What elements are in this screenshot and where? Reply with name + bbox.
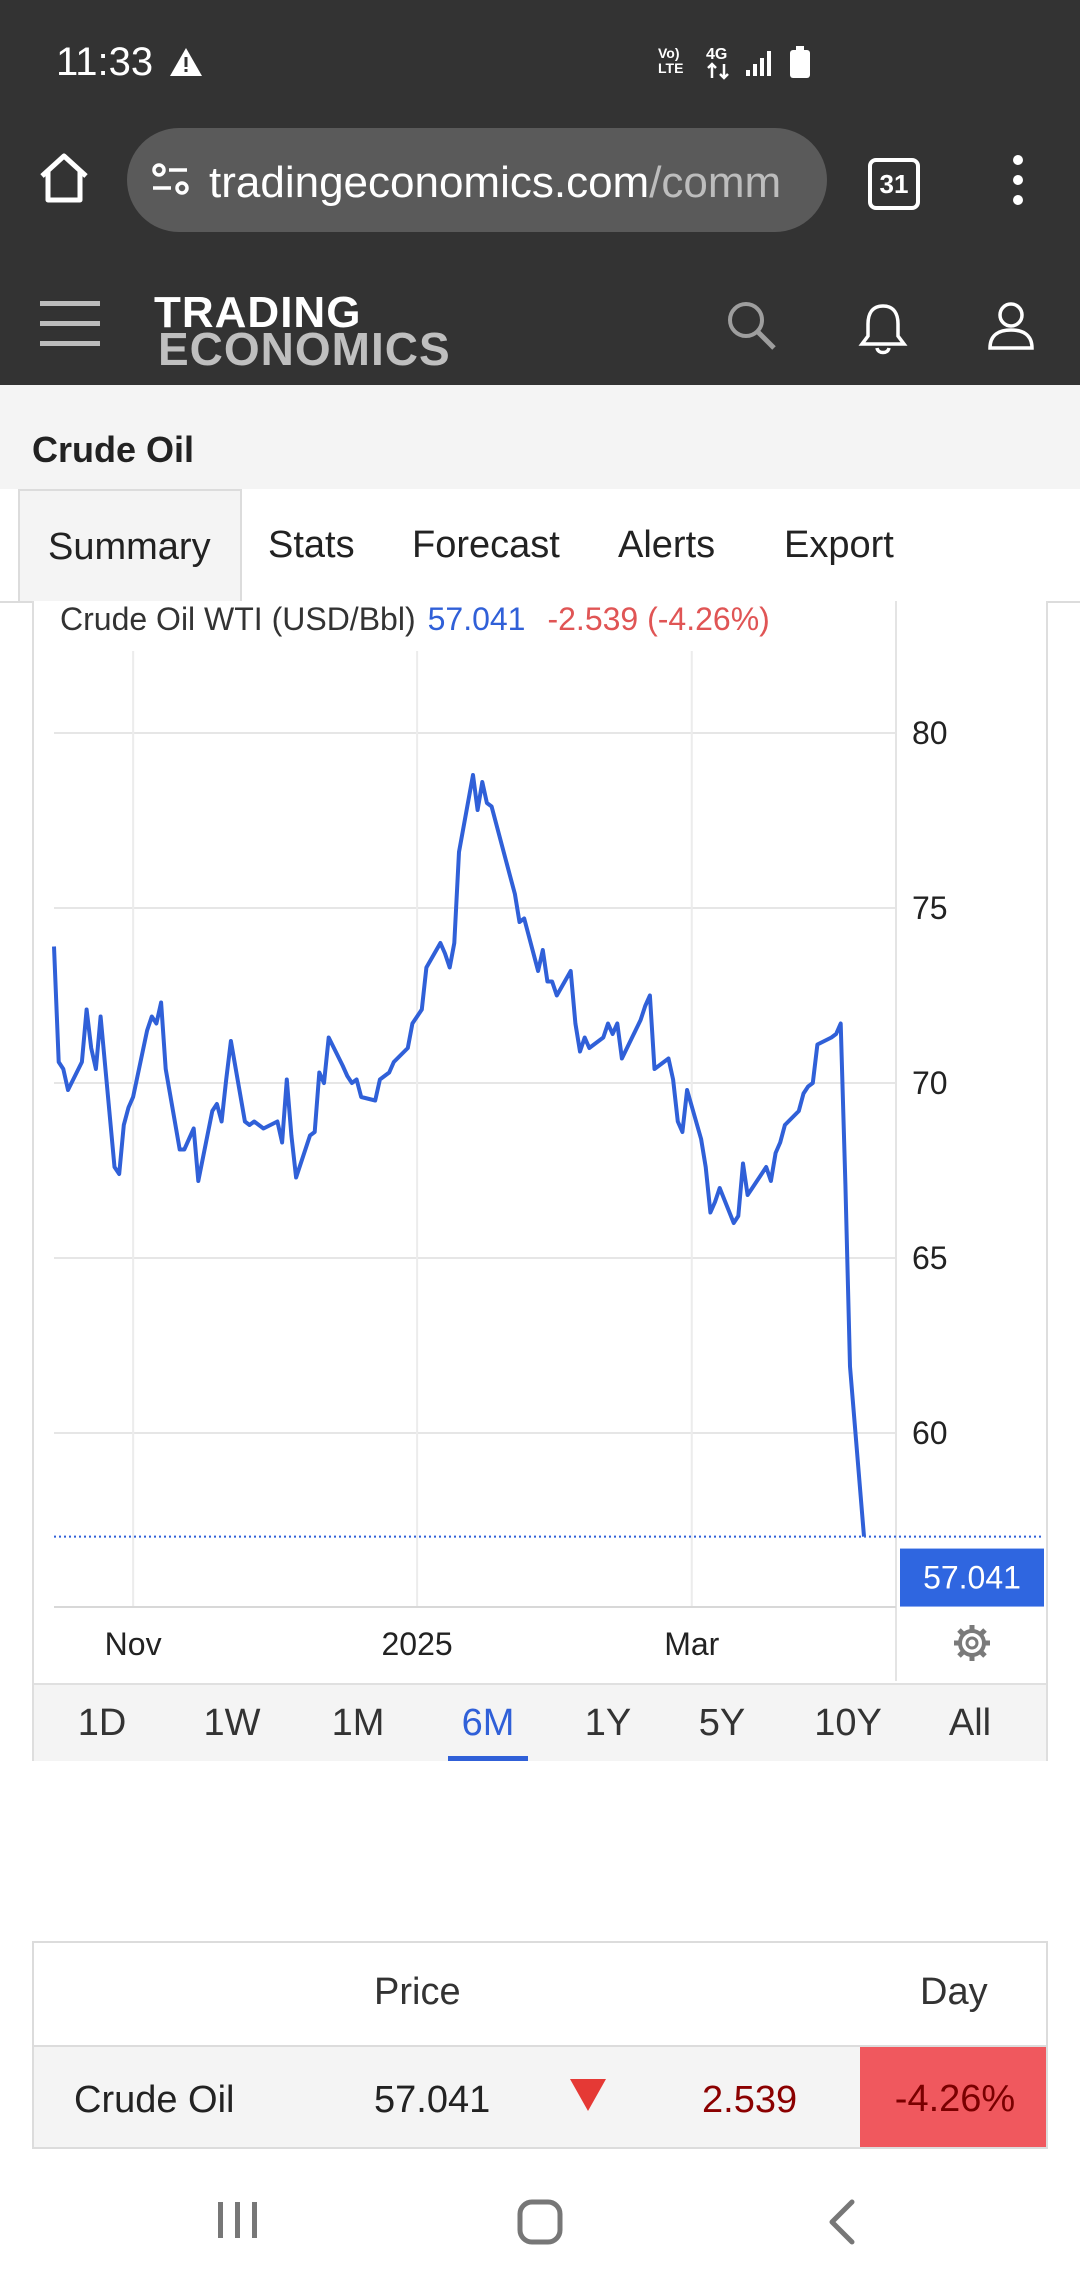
range-all[interactable]: All: [948, 1702, 992, 1744]
legend-change: -2.539 (-4.26%): [547, 601, 770, 637]
series-line[interactable]: [52, 773, 866, 1537]
url-text[interactable]: tradingeconomics.com/comm: [209, 158, 809, 208]
logo-line-1[interactable]: TRADING: [154, 288, 362, 337]
time-range-selector: 1D 1W 1M 6M 1Y 5Y 10Y All: [34, 1683, 1046, 1761]
range-1w[interactable]: 1W: [203, 1702, 261, 1744]
y-tick-label: 70: [912, 1065, 948, 1101]
tab-forecast[interactable]: Forecast: [412, 524, 560, 566]
site-header: [0, 260, 1080, 385]
battery-icon: [790, 46, 810, 78]
range-6m[interactable]: 6M: [440, 1685, 536, 1761]
x-tick-label: 2025: [382, 1626, 453, 1662]
tab-switcher-button[interactable]: 31: [868, 158, 920, 210]
recents-icon[interactable]: [212, 2200, 264, 2240]
y-axis-ticks: 60 65 70 75 80: [912, 715, 948, 1451]
x-tick-label: Mar: [664, 1626, 719, 1662]
down-arrow-icon: [570, 2079, 606, 2111]
tab-summary[interactable]: Summary: [18, 489, 242, 601]
row-day-percent: -4.26%: [860, 2047, 1046, 2147]
range-10y[interactable]: 10Y: [814, 1702, 882, 1744]
status-bar: 11:33 Vo) LTE 4G: [0, 0, 1080, 128]
system-nav-bar: [0, 2160, 1080, 2280]
x-axis-ticks: Nov 2025 Mar: [105, 1626, 720, 1662]
volte-icon: Vo) LTE: [658, 45, 684, 76]
url-path: /comm: [649, 158, 782, 207]
series-layer: [52, 773, 866, 1537]
last-price-label: 57.041: [923, 1560, 1021, 1596]
page-title-bar: Crude Oil: [0, 385, 1080, 491]
series-name: Crude Oil WTI (USD/Bbl): [60, 601, 416, 637]
warning-icon: [170, 48, 202, 76]
section-tabs: Summary Stats Forecast Alerts Export: [0, 489, 1080, 603]
menu-icon[interactable]: [38, 297, 102, 351]
header-day: Day: [920, 1971, 988, 2013]
y-tick-label: 65: [912, 1240, 948, 1276]
search-icon[interactable]: [724, 298, 778, 352]
url-bar[interactable]: tradingeconomics.com/comm: [127, 128, 827, 232]
more-vert-icon[interactable]: [1000, 150, 1036, 210]
url-host: tradingeconomics.com: [209, 158, 650, 207]
user-icon[interactable]: [986, 300, 1036, 352]
range-1m[interactable]: 1M: [331, 1702, 385, 1744]
price-table: Price Day Crude Oil 57.041 2.539 -4.26%: [32, 1941, 1048, 2149]
network-type: 4G: [706, 46, 728, 63]
x-tick-label: Nov: [105, 1626, 162, 1662]
tab-alerts[interactable]: Alerts: [618, 524, 716, 566]
site-settings-icon[interactable]: [149, 158, 193, 202]
chart-grid: [54, 651, 896, 1607]
y-tick-label: 75: [912, 890, 948, 926]
logo-line-2[interactable]: ECONOMICS: [158, 323, 451, 375]
back-icon[interactable]: [820, 2196, 864, 2248]
table-row[interactable]: Crude Oil 57.041 2.539 -4.26%: [34, 2045, 1046, 2147]
last-price-badge: [900, 1548, 1044, 1607]
y-tick-label: 60: [912, 1415, 948, 1451]
range-1y[interactable]: 1Y: [584, 1702, 632, 1744]
chart-panel: [32, 601, 1048, 1761]
home-button-icon[interactable]: [514, 2196, 566, 2248]
legend-value: 57.041: [427, 601, 526, 637]
range-1d[interactable]: 1D: [77, 1702, 127, 1744]
y-tick-label: 80: [912, 715, 948, 751]
home-icon[interactable]: [36, 150, 92, 206]
page-title: Crude Oil: [32, 429, 195, 470]
row-change: 2.539: [702, 2079, 798, 2121]
range-5y[interactable]: 5Y: [698, 1702, 746, 1744]
data-arrows-icon: [707, 62, 729, 80]
tab-export[interactable]: Export: [784, 524, 894, 566]
signal-icon: [746, 51, 771, 76]
header-price: Price: [374, 1971, 461, 2013]
row-price: 57.041: [374, 2079, 491, 2121]
gear-icon[interactable]: [954, 1625, 990, 1661]
price-chart[interactable]: 60 65 70 75 80 Nov 2025 Mar 57.041: [32, 601, 1048, 1681]
row-name[interactable]: Crude Oil: [74, 2079, 235, 2121]
chart-legend: Crude Oil WTI (USD/Bbl) 57.041 -2.539 (-4.…: [60, 601, 770, 638]
bell-icon[interactable]: [858, 300, 908, 356]
status-time: 11:33: [56, 40, 154, 84]
tab-stats[interactable]: Stats: [268, 524, 355, 566]
